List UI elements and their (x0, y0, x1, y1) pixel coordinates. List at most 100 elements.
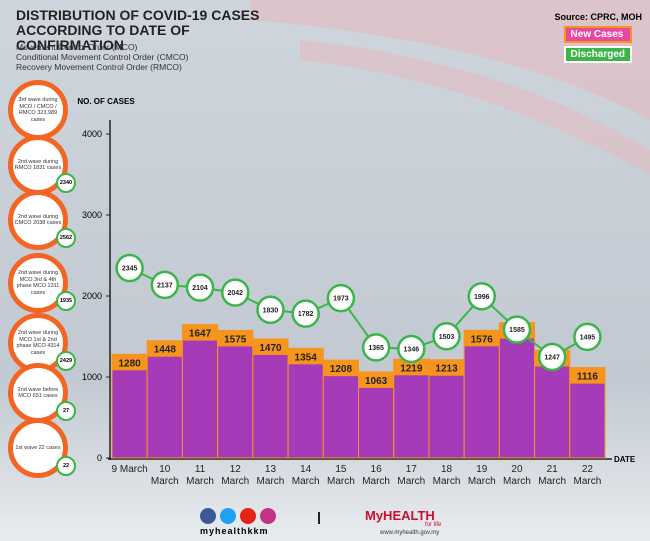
bar-value-label: 1213 (435, 364, 458, 375)
handle: myhealthkkm (200, 526, 269, 536)
x-tick-label: 19 March (467, 464, 496, 487)
bar-value-label: 1063 (365, 376, 388, 387)
subtitle: Recovery Movement Control Order (RMCO) (16, 62, 182, 72)
y-tick-label: 2000 (82, 291, 102, 301)
bar-value-label: 1219 (400, 363, 423, 374)
bar (111, 353, 148, 459)
y-tick-label: 0 (97, 453, 102, 463)
x-tick-label: 18 March (432, 464, 461, 487)
flag-stripe (250, 0, 650, 120)
bar-cap (393, 359, 429, 376)
bar-value-label: 1576 (471, 334, 494, 345)
point-value-label: 1365 (368, 345, 384, 352)
brand: MyHEALTH (365, 508, 435, 523)
point (150, 270, 180, 300)
point-value-label: 2042 (227, 290, 243, 297)
point-value-label: 1585 (509, 327, 525, 334)
point (221, 278, 250, 307)
bar-cap (182, 324, 218, 341)
bar-cap (288, 348, 324, 365)
x-tick-label: 16 March (362, 464, 390, 487)
point-value-label: 1830 (263, 307, 279, 314)
bar-value-label: 1208 (330, 364, 353, 375)
bar-value-label: 1448 (154, 345, 177, 356)
point-value-label: 1973 (333, 296, 349, 303)
x-tick-label: 21 March (538, 464, 567, 487)
point-value-label: 1782 (298, 311, 314, 318)
point (326, 283, 356, 313)
point (432, 322, 461, 351)
point (361, 333, 391, 362)
point (185, 273, 215, 302)
bar-cap (569, 367, 605, 384)
discharged-badge: 2429 (56, 351, 76, 371)
bar-value-label: 1647 (189, 329, 212, 340)
bar-cap (252, 338, 289, 355)
point (115, 253, 144, 283)
point (502, 315, 532, 344)
legend-entry: New Cases (563, 26, 632, 43)
bar-cap (428, 359, 465, 376)
x-tick-label: 9 March (111, 464, 148, 475)
point (397, 334, 426, 364)
discharged-badge: 22 (56, 456, 76, 476)
bar-value-label: 1280 (118, 358, 141, 369)
subtitle: Movement Control Order (MCO) (16, 42, 138, 52)
title: DISTRIBUTION OF COVID-19 CASES ACCORDING… (16, 7, 260, 53)
x-axis-label: DATE (614, 455, 636, 464)
point-value-label: 2137 (157, 282, 173, 289)
bar (498, 322, 536, 459)
tagline: for life (425, 522, 442, 528)
wave-circle: 2nd wave during MCO 3rd & 4th phase MCO … (8, 253, 68, 313)
bar-cap (147, 340, 183, 357)
source: Source: CPRC, MOH (554, 12, 642, 22)
wave-circle: 2nd wave before MCO 651 cases (8, 363, 68, 423)
divider (318, 512, 320, 524)
point-value-label: 1996 (474, 294, 490, 301)
x-tick-label: 22 March (573, 464, 602, 487)
bar-value-label: 1575 (224, 334, 247, 345)
url: www.myhealth.gov.my (380, 530, 440, 536)
bar-cap (323, 360, 359, 377)
point-value-label: 2345 (122, 266, 138, 273)
y-tick-label: 1000 (82, 372, 102, 382)
y-tick-label: 3000 (82, 210, 102, 220)
point-value-label: 1346 (404, 346, 420, 353)
wave-circle: 3rd wave during MCO / CMCO / RMCO 323,98… (8, 80, 68, 140)
y-tick-label: 4000 (82, 129, 102, 139)
point (256, 295, 285, 325)
discharged-badge: 1935 (56, 291, 76, 311)
subtitle: Conditional Movement Control Order (CMCO… (16, 52, 189, 62)
bar (217, 329, 254, 459)
point (467, 282, 496, 311)
point-value-label: 1495 (580, 334, 596, 341)
x-tick-label: 10 March (150, 464, 179, 487)
x-tick-label: 14 March (291, 464, 320, 487)
y-axis-label: NO. OF CASES (77, 97, 135, 106)
bar-cap (358, 371, 394, 388)
point (537, 342, 567, 372)
discharged-badge: 27 (56, 401, 76, 421)
discharged-badge: 2340 (56, 173, 76, 193)
bar (181, 324, 219, 459)
point (573, 322, 602, 352)
bar (252, 338, 289, 459)
social-icons (200, 508, 276, 524)
bar-cap (464, 330, 500, 347)
point-value-label: 1503 (439, 334, 455, 341)
point-value-label: 2104 (192, 285, 208, 292)
x-tick-label: 11 March (186, 464, 214, 487)
bar (287, 347, 324, 459)
bar (146, 340, 183, 459)
point (291, 299, 320, 328)
x-tick-label: 12 March (221, 464, 250, 487)
x-tick-label: 20 March (503, 464, 531, 487)
x-tick-label: 17 March (397, 464, 426, 487)
x-tick-label: 13 March (256, 464, 285, 487)
legend-entry: Discharged (563, 46, 632, 63)
bar-value-label: 1354 (295, 352, 318, 363)
bar (428, 359, 465, 459)
bar (463, 329, 500, 459)
